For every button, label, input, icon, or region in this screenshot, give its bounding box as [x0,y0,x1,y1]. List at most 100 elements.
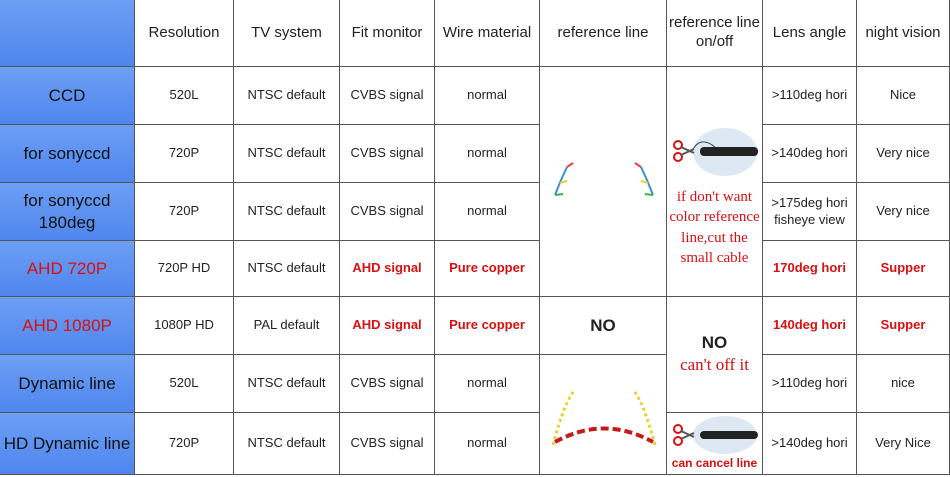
cell-text: Very Nice [875,435,931,451]
cell: Very nice [857,183,950,241]
cell-text: NTSC default [247,375,326,391]
no-text: NO [701,333,728,353]
reference-line-cell [540,355,667,475]
cell-text: >140deg hori [771,145,848,161]
cell: Pure copper [435,241,540,297]
cell: normal [435,125,540,183]
row-label-text: AHD 720P [26,258,108,278]
on-off-cell: can cancel line [667,413,763,475]
cell: 720P HD [135,241,234,297]
header-text: Wire material [442,23,532,41]
cell: 520L [135,355,234,413]
cell-text: CVBS signal [350,87,424,103]
cell-text: NO [590,315,616,335]
cell: 170deg hori [763,241,857,297]
cell: normal [435,355,540,413]
cell-text: 170deg hori [773,260,846,276]
column-header: reference line [540,0,667,67]
cell-text: AHD signal [352,317,422,333]
cell: AHD signal [340,297,435,355]
row-label: for sonyccd [0,125,135,183]
cell-text: >140deg hori [771,435,848,451]
header-text: Fit monitor [351,23,423,41]
cell: Supper [857,241,950,297]
on-off-cell: NO can't off it [667,297,763,413]
cell-text: >110deg hori [771,87,848,103]
column-header: night vision [857,0,950,67]
cell-text: Pure copper [449,317,525,333]
cell: CVBS signal [340,413,435,475]
column-header: Resolution [135,0,234,67]
note-text: can't off it [680,354,749,374]
cell-text: 720P [168,435,200,451]
cell-text: CVBS signal [350,375,424,391]
cell-text: Very nice [876,145,930,161]
cell: NTSC default [234,241,340,297]
cell-text: NTSC default [247,203,326,219]
cell: NTSC default [234,355,340,413]
cell: >110deg hori [763,355,857,413]
cell-text: normal [467,87,507,103]
reference-line-cell: NO [540,297,667,355]
column-header: Lens angle [763,0,857,67]
cell-text: 720P [168,203,200,219]
cell-text: NTSC default [247,145,326,161]
cell: NTSC default [234,67,340,125]
reference-line-cell [540,67,667,297]
scissors-cable-image [673,128,758,176]
cell: Nice [857,67,950,125]
cell-text: >175deg hori fisheye view [771,195,848,227]
cell-text: PAL default [253,317,320,333]
cell: Very Nice [857,413,950,475]
cell-text: normal [467,145,507,161]
cell-text: NTSC default [247,87,326,103]
cell: CVBS signal [340,67,435,125]
cell-text: CVBS signal [350,203,424,219]
cell-text: Very nice [876,203,930,219]
header-text: Resolution [148,23,220,41]
cell-text: nice [891,375,915,391]
cell: 1080P HD [135,297,234,355]
cell: NTSC default [234,183,340,241]
row-label: Dynamic line [0,355,135,413]
cell: >110deg hori [763,67,857,125]
scissors-cable-image [673,416,758,454]
note-text: can cancel line [671,455,758,470]
cell: CVBS signal [340,355,435,413]
cell: normal [435,67,540,125]
cell: 720P [135,183,234,241]
header-text: night vision [865,23,941,41]
cell: 140deg hori [763,297,857,355]
cell-text: Supper [880,317,926,333]
row-label-text: Dynamic line [18,373,116,393]
row-label: HD Dynamic line [0,413,135,475]
cell-text: normal [467,435,507,451]
header-text: TV system [251,23,322,41]
row-label-text: for sonyccd [23,143,111,163]
cell-text: NTSC default [247,260,326,276]
cell: 720P [135,413,234,475]
cell: Pure copper [435,297,540,355]
cell: PAL default [234,297,340,355]
cell-text: NTSC default [247,435,326,451]
corner-cell [0,0,135,67]
cell-text: CVBS signal [350,145,424,161]
row-label: for sonyccd 180deg [0,183,135,241]
row-label: AHD 720P [0,241,135,297]
cell-text: 140deg hori [773,317,846,333]
header-text: reference line [557,23,649,41]
cell-text: Pure copper [449,260,525,276]
note-text: if don't want color reference line,cut t… [669,189,760,266]
cell-text: 520L [169,87,199,103]
column-header: Wire material [435,0,540,67]
row-label: AHD 1080P [0,297,135,355]
on-off-cell: if don't want color reference line,cut t… [667,67,763,297]
cell: CVBS signal [340,125,435,183]
cell: 520L [135,67,234,125]
cell-text: Nice [889,87,916,103]
cell-text: normal [467,375,507,391]
cell: >175deg hori fisheye view [763,183,857,241]
row-label-text: for sonyccd 180deg [23,191,111,232]
cell-text: 720P HD [157,260,211,276]
cell: normal [435,183,540,241]
